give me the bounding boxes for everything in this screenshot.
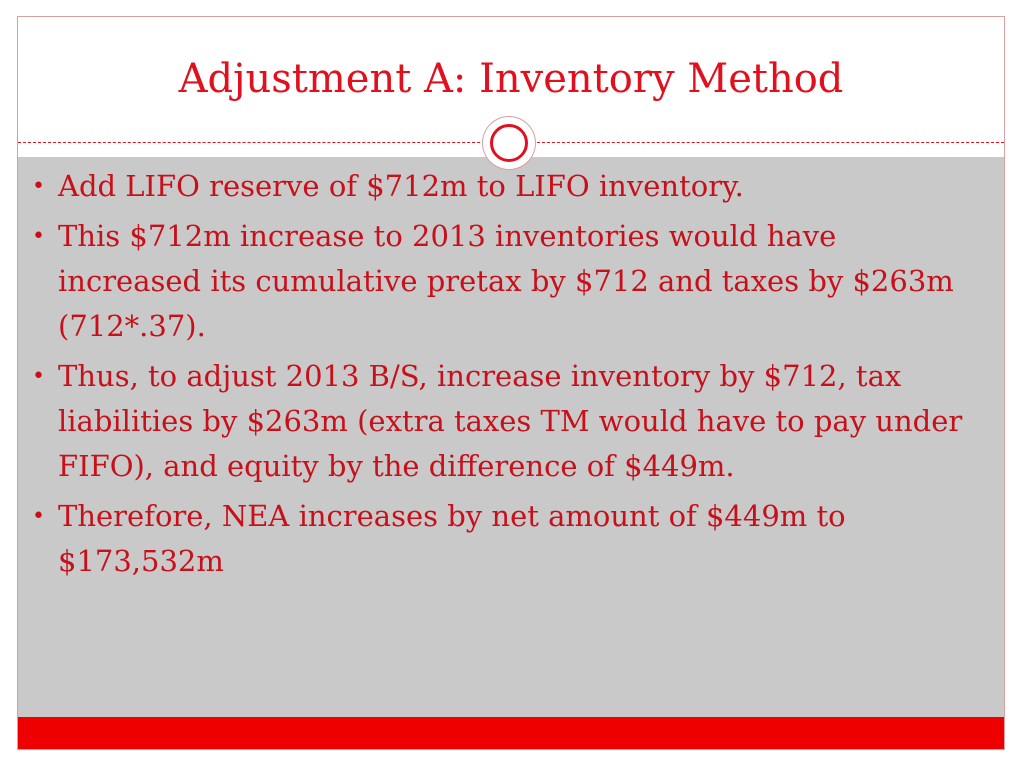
bullet-item: • This $712m increase to 2013 inventorie… [32,214,967,349]
circle-ring-icon [483,117,535,169]
bullet-text: Add LIFO reserve of $712m to LIFO invent… [58,169,744,203]
bullet-icon: • [32,504,45,529]
bullet-item: • Add LIFO reserve of $712m to LIFO inve… [32,164,967,209]
circle-ring-inner [490,124,528,162]
bullet-text: This $712m increase to 2013 inventories … [58,219,954,343]
content-panel [18,157,1004,717]
bullet-text: Thus, to adjust 2013 B/S, increase inven… [58,359,963,483]
bullet-item: • Therefore, NEA increases by net amount… [32,494,967,584]
bullet-list: • Add LIFO reserve of $712m to LIFO inve… [32,164,967,589]
bullet-icon: • [32,364,45,389]
bullet-icon: • [32,174,45,199]
slide: Adjustment A: Inventory Method [17,16,1005,750]
slide-title: Adjustment A: Inventory Method [178,56,844,102]
bullet-item: • Thus, to adjust 2013 B/S, increase inv… [32,354,967,489]
bullet-icon: • [32,224,45,249]
footer-bar [18,717,1004,749]
bullet-text: Therefore, NEA increases by net amount o… [58,499,846,578]
